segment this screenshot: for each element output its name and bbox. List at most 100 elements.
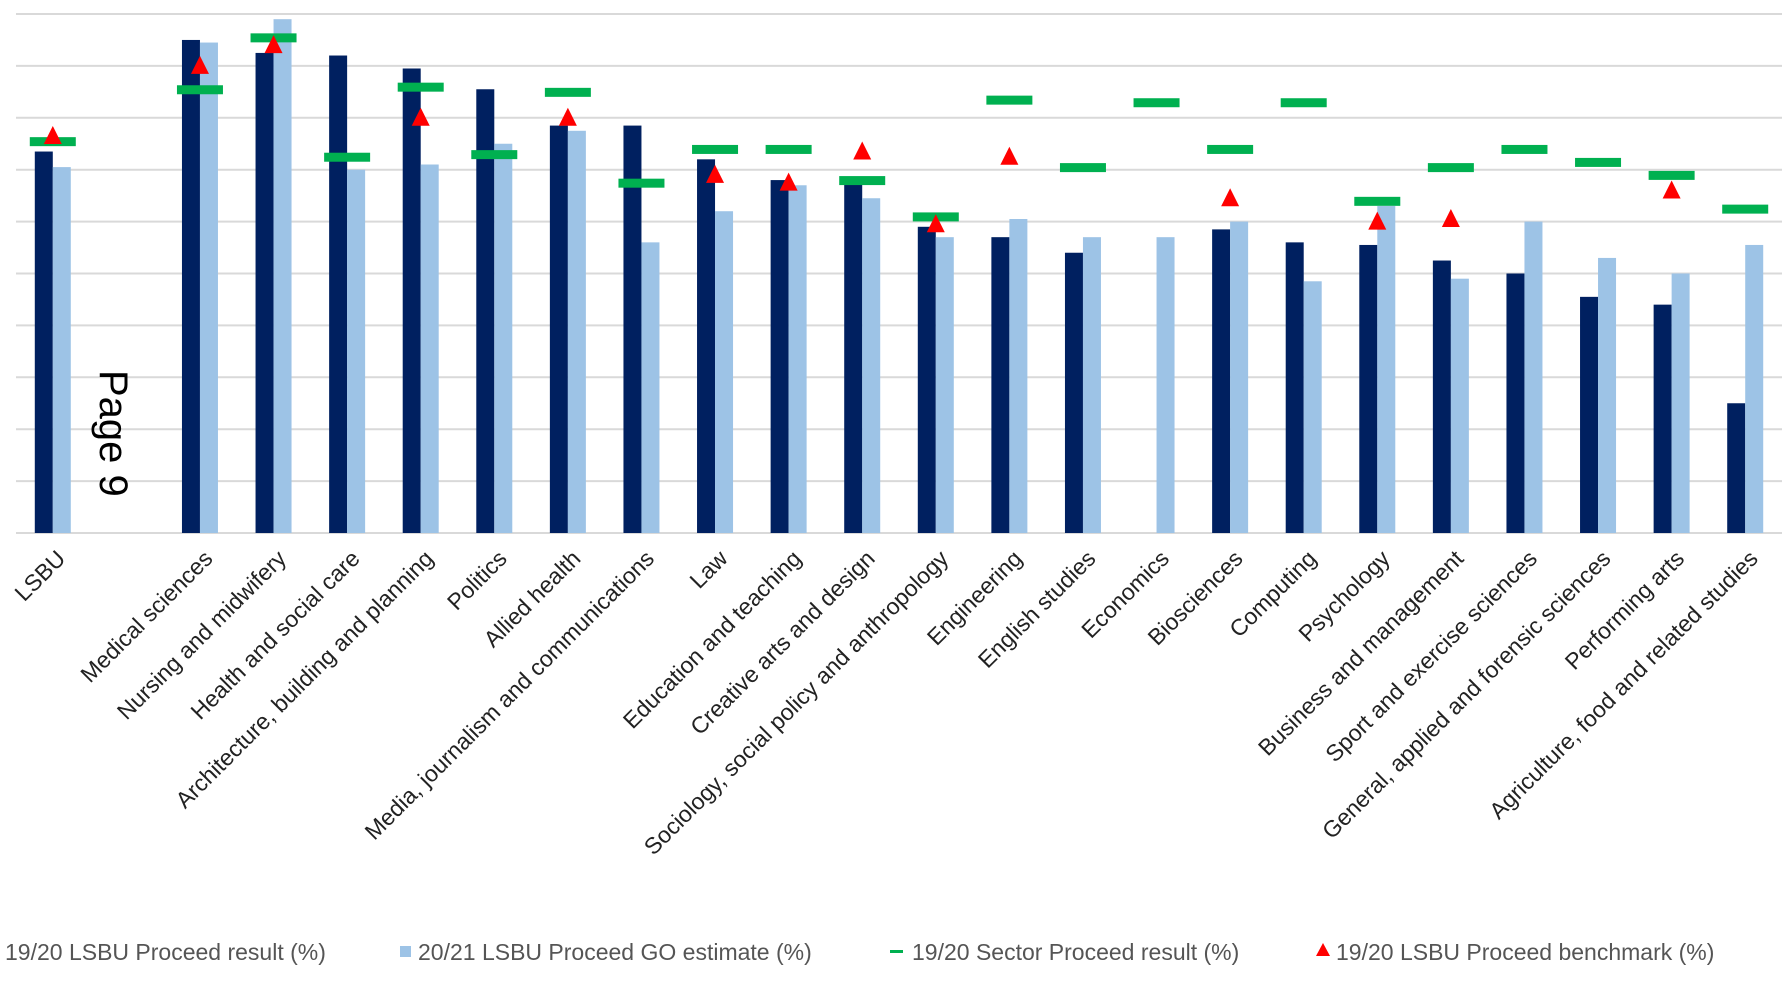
bar-go-estimate-2021 — [1377, 206, 1396, 533]
bar-proceed-1920 — [181, 39, 200, 533]
bar-proceed-1920 — [1653, 304, 1672, 533]
bar-proceed-1920 — [1580, 296, 1599, 533]
bar-go-estimate-2021 — [52, 167, 71, 534]
bar-go-estimate-2021 — [1745, 244, 1764, 533]
category-label: Medical sciences — [75, 545, 217, 687]
bar-proceed-1920 — [991, 237, 1010, 534]
sector-result-dash — [1354, 196, 1401, 206]
legend-label: 19/20 LSBU Proceed benchmark (%) — [1336, 939, 1714, 965]
bar-go-estimate-2021 — [1303, 281, 1322, 533]
benchmark-triangle — [1441, 209, 1460, 228]
category-label: Agriculture, food and related studies — [1484, 545, 1763, 824]
bar-proceed-1920 — [255, 52, 274, 534]
bar-proceed-1920 — [1506, 273, 1525, 533]
bar-proceed-1920 — [697, 159, 716, 533]
benchmark-triangle — [779, 172, 798, 191]
sector-result-dash — [397, 82, 444, 92]
sector-result-dash — [471, 150, 518, 160]
bar-proceed-1920 — [844, 180, 863, 533]
bar-proceed-1920 — [1212, 229, 1231, 533]
bar-proceed-1920 — [917, 226, 936, 534]
legend-label: 20/21 LSBU Proceed GO estimate (%) — [418, 939, 812, 965]
legend-swatch-benchmark — [1316, 943, 1330, 956]
category-label: LSBU — [9, 545, 70, 606]
sector-result-dash — [1059, 163, 1106, 173]
sector-result-dash — [1501, 144, 1548, 154]
legend-label: 19/20 Sector Proceed result (%) — [912, 939, 1239, 965]
bar-go-estimate-2021 — [715, 211, 734, 533]
bar-proceed-1920 — [476, 89, 495, 533]
legend: 19/20 LSBU Proceed result (%) 20/21 LSBU … — [5, 939, 1714, 965]
sector-result-dash — [544, 87, 591, 97]
benchmark-triangle — [43, 125, 62, 144]
benchmark-triangle — [411, 107, 430, 126]
bar-proceed-1920 — [329, 55, 348, 534]
legend-label: 19/20 LSBU Proceed result (%) — [5, 939, 326, 965]
bar-proceed-1920 — [1727, 403, 1746, 533]
benchmark-triangle — [853, 141, 872, 160]
sector-result-dash — [986, 95, 1033, 105]
bar-go-estimate-2021 — [1082, 237, 1101, 534]
sector-result-dash — [1722, 204, 1769, 214]
benchmark-triangle — [1368, 211, 1387, 230]
bar-proceed-1920 — [34, 151, 53, 533]
sector-result-dash — [1280, 98, 1327, 108]
bar-go-estimate-2021 — [273, 19, 292, 533]
grid-layer — [16, 13, 1782, 534]
benchmark-triangle — [926, 214, 945, 233]
category-label: Politics — [442, 545, 512, 615]
benchmark-triangle — [706, 164, 725, 183]
bars-layer — [34, 19, 1764, 534]
sector-result-dash — [1427, 163, 1474, 173]
bar-go-estimate-2021 — [935, 237, 954, 534]
bar-proceed-1920 — [1432, 260, 1451, 533]
bar-go-estimate-2021 — [1524, 221, 1543, 533]
bar-go-estimate-2021 — [1598, 257, 1617, 533]
bar-proceed-1920 — [623, 125, 642, 534]
sector-result-dash — [839, 176, 886, 186]
sector-result-dash — [692, 144, 739, 154]
bar-go-estimate-2021 — [567, 130, 586, 533]
bar-go-estimate-2021 — [1671, 273, 1690, 533]
sector-result-dash — [1207, 144, 1254, 154]
sector-result-dash — [324, 152, 371, 162]
bar-go-estimate-2021 — [494, 143, 513, 533]
benchmark-triangle — [1000, 146, 1019, 165]
bar-go-estimate-2021 — [347, 169, 366, 533]
bar-go-estimate-2021 — [420, 164, 439, 533]
benchmark-triangle — [1221, 188, 1240, 207]
sector-result-dash — [1648, 170, 1695, 180]
category-label: Sociology, social policy and anthropolog… — [639, 545, 954, 860]
sector-result-dash — [1133, 98, 1180, 108]
benchmark-triangle — [1662, 180, 1681, 199]
bar-proceed-1920 — [549, 125, 568, 534]
bar-proceed-1920 — [1064, 252, 1083, 534]
category-label: Law — [684, 545, 732, 593]
bar-proceed-1920 — [1285, 242, 1304, 534]
bar-go-estimate-2021 — [1230, 221, 1249, 533]
sector-result-dash — [1575, 157, 1622, 167]
bar-proceed-1920 — [1359, 244, 1378, 533]
sector-result-dash — [618, 178, 665, 188]
bar-go-estimate-2021 — [1009, 219, 1028, 533]
benchmark-triangle — [264, 35, 283, 54]
sector-result-dash — [176, 85, 223, 95]
bar-proceed-1920 — [770, 180, 789, 533]
sector-result-dash — [765, 144, 812, 154]
page-marker: Page 9 — [91, 370, 135, 497]
markers-layer — [29, 33, 1769, 233]
category-label: Architecture, building and planning — [170, 545, 438, 813]
bar-proceed-1920 — [402, 68, 421, 534]
benchmark-triangle — [558, 107, 577, 126]
bar-go-estimate-2021 — [1450, 278, 1469, 533]
bar-go-estimate-2021 — [862, 198, 881, 533]
bar-go-estimate-2021 — [1156, 237, 1175, 534]
bar-go-estimate-2021 — [788, 185, 807, 533]
legend-swatch-sector — [890, 950, 903, 953]
benchmark-triangle — [190, 55, 209, 74]
bar-go-estimate-2021 — [641, 242, 660, 534]
legend-swatch-go-estimate — [400, 946, 411, 957]
bar-go-estimate-2021 — [199, 42, 218, 534]
